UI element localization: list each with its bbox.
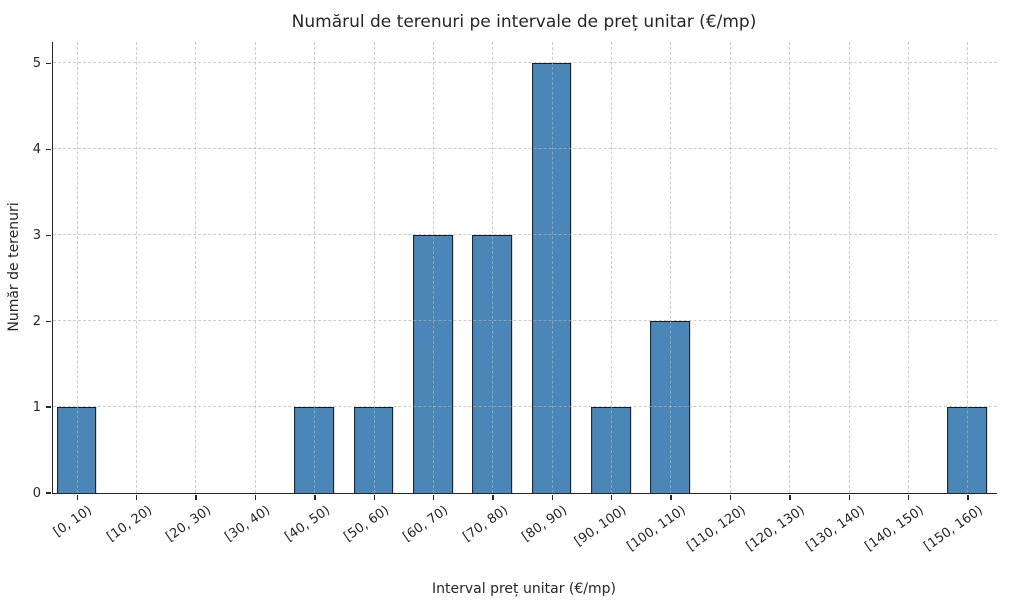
category-slot: [130, 140) bbox=[803, 42, 878, 554]
category-slot: [70, 80) bbox=[460, 42, 522, 545]
y-tick-label: 5 bbox=[32, 55, 41, 71]
x-tick-label: [150, 160) bbox=[921, 503, 986, 555]
y-tick-label: 4 bbox=[32, 141, 41, 157]
vertical-gridline bbox=[670, 42, 672, 493]
x-tick-label: [70, 80) bbox=[460, 503, 511, 545]
category-slot: [40, 50) bbox=[282, 42, 344, 545]
category-slot: [150, 160) bbox=[922, 42, 997, 554]
vertical-gridline bbox=[373, 42, 375, 493]
vertical-gridline bbox=[314, 42, 316, 493]
y-tick-mark bbox=[46, 148, 51, 151]
horizontal-gridline bbox=[53, 320, 997, 322]
x-tick-mark bbox=[907, 495, 910, 500]
category-slot: [10, 20) bbox=[104, 42, 165, 545]
x-tick-label: [20, 30) bbox=[163, 503, 215, 545]
y-tick-mark bbox=[46, 406, 51, 408]
x-tick-mark bbox=[611, 495, 613, 500]
vertical-gridline bbox=[76, 42, 78, 493]
x-tick-label: [140, 150) bbox=[862, 503, 927, 555]
y-tick-label: 2 bbox=[32, 313, 41, 329]
horizontal-gridline bbox=[53, 148, 997, 150]
category-slot: [20, 30) bbox=[163, 42, 225, 545]
x-tick-label: [90, 100) bbox=[572, 503, 630, 550]
x-tick-mark bbox=[789, 495, 791, 500]
vertical-gridline bbox=[789, 42, 791, 493]
horizontal-gridline bbox=[53, 62, 997, 64]
vertical-gridline bbox=[907, 42, 909, 493]
x-tick-mark bbox=[848, 495, 850, 500]
x-tick-mark bbox=[729, 495, 732, 500]
vertical-gridline bbox=[551, 42, 553, 493]
x-tick-label: [50, 60) bbox=[341, 503, 393, 545]
category-slot: [80, 90) bbox=[520, 42, 581, 545]
y-tick-mark bbox=[46, 320, 51, 322]
x-tick-mark bbox=[254, 495, 257, 500]
x-tick-label: [100, 110) bbox=[624, 503, 690, 555]
x-tick-label: [110, 120) bbox=[684, 503, 749, 555]
x-tick-mark bbox=[551, 495, 554, 500]
y-tick-label: 3 bbox=[32, 227, 41, 243]
x-tick-label: [120, 130) bbox=[743, 503, 808, 555]
vertical-gridline bbox=[729, 42, 731, 493]
x-tick-label: [30, 40) bbox=[222, 503, 274, 545]
y-tick-mark bbox=[46, 492, 51, 494]
x-tick-label: [0, 10) bbox=[51, 503, 96, 541]
vertical-gridline bbox=[967, 42, 969, 493]
category-slot: [60, 70) bbox=[401, 42, 462, 545]
x-tick-mark bbox=[492, 495, 494, 500]
x-tick-mark bbox=[76, 495, 79, 500]
y-tick-label: 1 bbox=[32, 399, 41, 415]
vertical-gridline bbox=[492, 42, 494, 493]
vertical-gridline bbox=[136, 42, 138, 493]
category-slot: [100, 110) bbox=[625, 42, 700, 554]
chart-title: Numărul de terenuri pe intervale de preț… bbox=[291, 12, 757, 32]
x-tick-mark bbox=[432, 495, 435, 500]
x-tick-label: [130, 140) bbox=[802, 503, 868, 555]
x-tick-label: [80, 90) bbox=[519, 503, 571, 545]
vertical-gridline bbox=[432, 42, 434, 493]
category-slot: [30, 40) bbox=[223, 42, 284, 545]
plot-area: [0, 10) [10, 20) [20, 30) [30, 40) [40, 50)[… bbox=[33, 42, 997, 554]
category-slot: [110, 120) bbox=[684, 42, 759, 554]
category-slot: [120, 130) bbox=[743, 42, 819, 554]
x-axis-label: Interval preț unitar (€/mp) bbox=[432, 581, 616, 597]
x-tick-mark bbox=[195, 495, 197, 500]
x-tick-label: [10, 20) bbox=[103, 503, 155, 545]
x-tick-mark bbox=[967, 495, 969, 500]
x-tick-label: [60, 70) bbox=[400, 503, 452, 545]
vertical-gridline bbox=[254, 42, 256, 493]
category-slot: [140, 150) bbox=[862, 42, 937, 554]
x-tick-mark bbox=[314, 495, 316, 500]
vertical-gridline bbox=[611, 42, 613, 493]
horizontal-gridline bbox=[53, 234, 997, 236]
category-slot: [0, 10) bbox=[47, 42, 106, 540]
y-axis-label: Număr de terenuri bbox=[6, 202, 22, 332]
horizontal-gridline bbox=[53, 406, 997, 408]
y-tick-mark bbox=[46, 62, 51, 65]
x-tick-mark bbox=[373, 495, 375, 500]
category-slot: [90, 100) bbox=[572, 42, 640, 550]
bar-slots: [0, 10) [10, 20) [20, 30) [30, 40) [40, 50)[… bbox=[47, 42, 997, 554]
vertical-gridline bbox=[195, 42, 197, 493]
y-tick-mark bbox=[46, 234, 51, 236]
y-tick-label: 0 bbox=[32, 485, 41, 501]
x-tick-label: [40, 50) bbox=[282, 503, 333, 545]
category-slot: [50, 60) bbox=[341, 42, 403, 545]
vertical-gridline bbox=[848, 42, 850, 493]
x-tick-mark bbox=[136, 495, 138, 500]
x-tick-mark bbox=[670, 495, 672, 500]
